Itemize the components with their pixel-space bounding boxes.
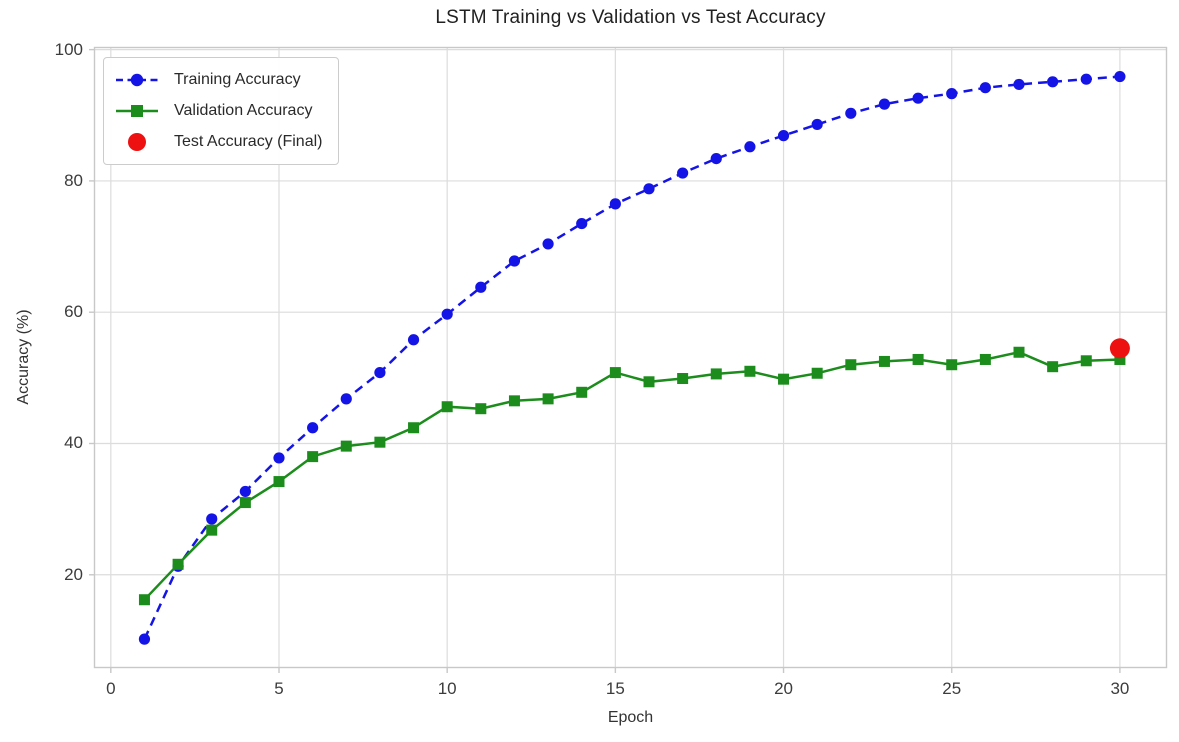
validation-data-point: [138, 594, 150, 606]
training-data-point: [374, 366, 386, 379]
legend-item-test: Test Accuracy (Final): [114, 129, 322, 155]
validation-data-point: [239, 497, 251, 509]
training-data-point: [138, 633, 151, 645]
legend-item-validation: Validation Accuracy: [114, 98, 322, 124]
validation-data-point: [1080, 355, 1092, 367]
validation-data-point: [576, 386, 588, 398]
validation-data-point: [744, 365, 756, 377]
validation-data-point: [811, 367, 823, 379]
y-tick-label: 100: [54, 39, 83, 59]
validation-data-point: [778, 373, 790, 385]
validation-data-point: [710, 368, 722, 380]
legend-label-training: Training Accuracy: [174, 71, 301, 88]
validation-data-point: [508, 395, 520, 407]
validation-data-point: [542, 393, 554, 405]
legend-label-test: Test Accuracy (Final): [174, 133, 323, 150]
validation-data-point: [172, 558, 184, 570]
validation-data-point: [475, 403, 487, 415]
training-data-point: [946, 88, 958, 100]
test-point-marker-icon: [128, 133, 146, 151]
axis-ticks: [89, 48, 1121, 673]
validation-data-point: [878, 355, 890, 367]
validation-data-point: [1013, 346, 1025, 358]
x-tick-label: 30: [1110, 679, 1130, 698]
validation-data-point: [946, 359, 958, 371]
validation-data-point: [979, 353, 991, 365]
training-data-point: [475, 281, 487, 293]
validation-data-point: [845, 359, 857, 371]
training-data-point: [609, 198, 621, 210]
training-data-point: [206, 513, 218, 525]
x-tick-label: 5: [274, 679, 284, 698]
y-tick-label: 80: [64, 170, 83, 190]
validation-series: [138, 346, 1126, 606]
training-data-point: [576, 217, 588, 230]
training-data-point: [307, 422, 319, 434]
training-data-point: [710, 152, 722, 165]
y-tick-label: 20: [64, 564, 83, 584]
legend: Training Accuracy Validation Accuracy Te…: [103, 57, 340, 165]
y-tick-label: 60: [64, 302, 83, 322]
training-data-point: [643, 183, 655, 195]
training-data-point: [811, 118, 823, 131]
validation-data-point: [441, 401, 453, 413]
plot-area: 0 5 10 15 20 25 30 20 40 60 80 100: [55, 40, 1168, 698]
validation-data-point: [273, 476, 285, 488]
training-data-point: [845, 107, 857, 119]
training-data-point: [979, 82, 991, 94]
x-axis-label: Epoch: [607, 709, 654, 726]
training-data-point: [878, 98, 891, 110]
plot-border: [93, 46, 1168, 669]
training-data-point: [1013, 78, 1025, 91]
training-data-point: [677, 167, 689, 179]
y-axis-label: Accuracy (%): [15, 309, 32, 405]
training-data-point: [744, 141, 756, 153]
training-data-point: [1047, 76, 1059, 88]
training-data-point: [1080, 73, 1092, 85]
validation-data-point: [307, 451, 319, 463]
validation-data-point: [374, 436, 386, 448]
training-series: [138, 70, 1126, 645]
validation-data-point: [1047, 361, 1059, 373]
x-tick-label: 0: [106, 679, 116, 698]
x-tick-label: 25: [942, 679, 962, 698]
training-data-point: [273, 452, 285, 464]
validation-data-point: [340, 440, 352, 452]
validation-data-point: [912, 353, 924, 365]
validation-data-point: [609, 367, 621, 379]
legend-item-training: Training Accuracy: [114, 67, 322, 93]
training-data-point: [407, 334, 420, 346]
legend-label-validation: Validation Accuracy: [174, 102, 313, 119]
training-data-point: [239, 485, 251, 498]
validation-data-point: [643, 376, 655, 388]
validation-data-point: [677, 373, 689, 385]
validation-data-point: [206, 524, 218, 536]
validation-data-point: [1114, 353, 1126, 365]
training-data-point: [542, 238, 554, 250]
training-data-point: [340, 393, 352, 405]
plot-canvas: [89, 46, 1168, 673]
training-data-point: [777, 130, 790, 142]
training-series-marker-icon: [116, 73, 158, 87]
chart-title: LSTM Training vs Validation vs Test Accu…: [435, 7, 826, 28]
test-accuracy-point: [1109, 338, 1130, 359]
training-data-point: [912, 92, 924, 104]
training-data-point: [441, 308, 453, 320]
x-tick-label: 15: [605, 679, 625, 698]
training-data-point: [1114, 70, 1126, 83]
training-data-point: [508, 255, 521, 267]
y-tick-label: 40: [64, 433, 83, 453]
gridlines: [94, 47, 1167, 668]
x-tick-label: 20: [774, 679, 793, 698]
x-tick-label: 10: [437, 679, 457, 698]
validation-series-marker-icon: [116, 105, 158, 117]
validation-data-point: [408, 422, 420, 434]
